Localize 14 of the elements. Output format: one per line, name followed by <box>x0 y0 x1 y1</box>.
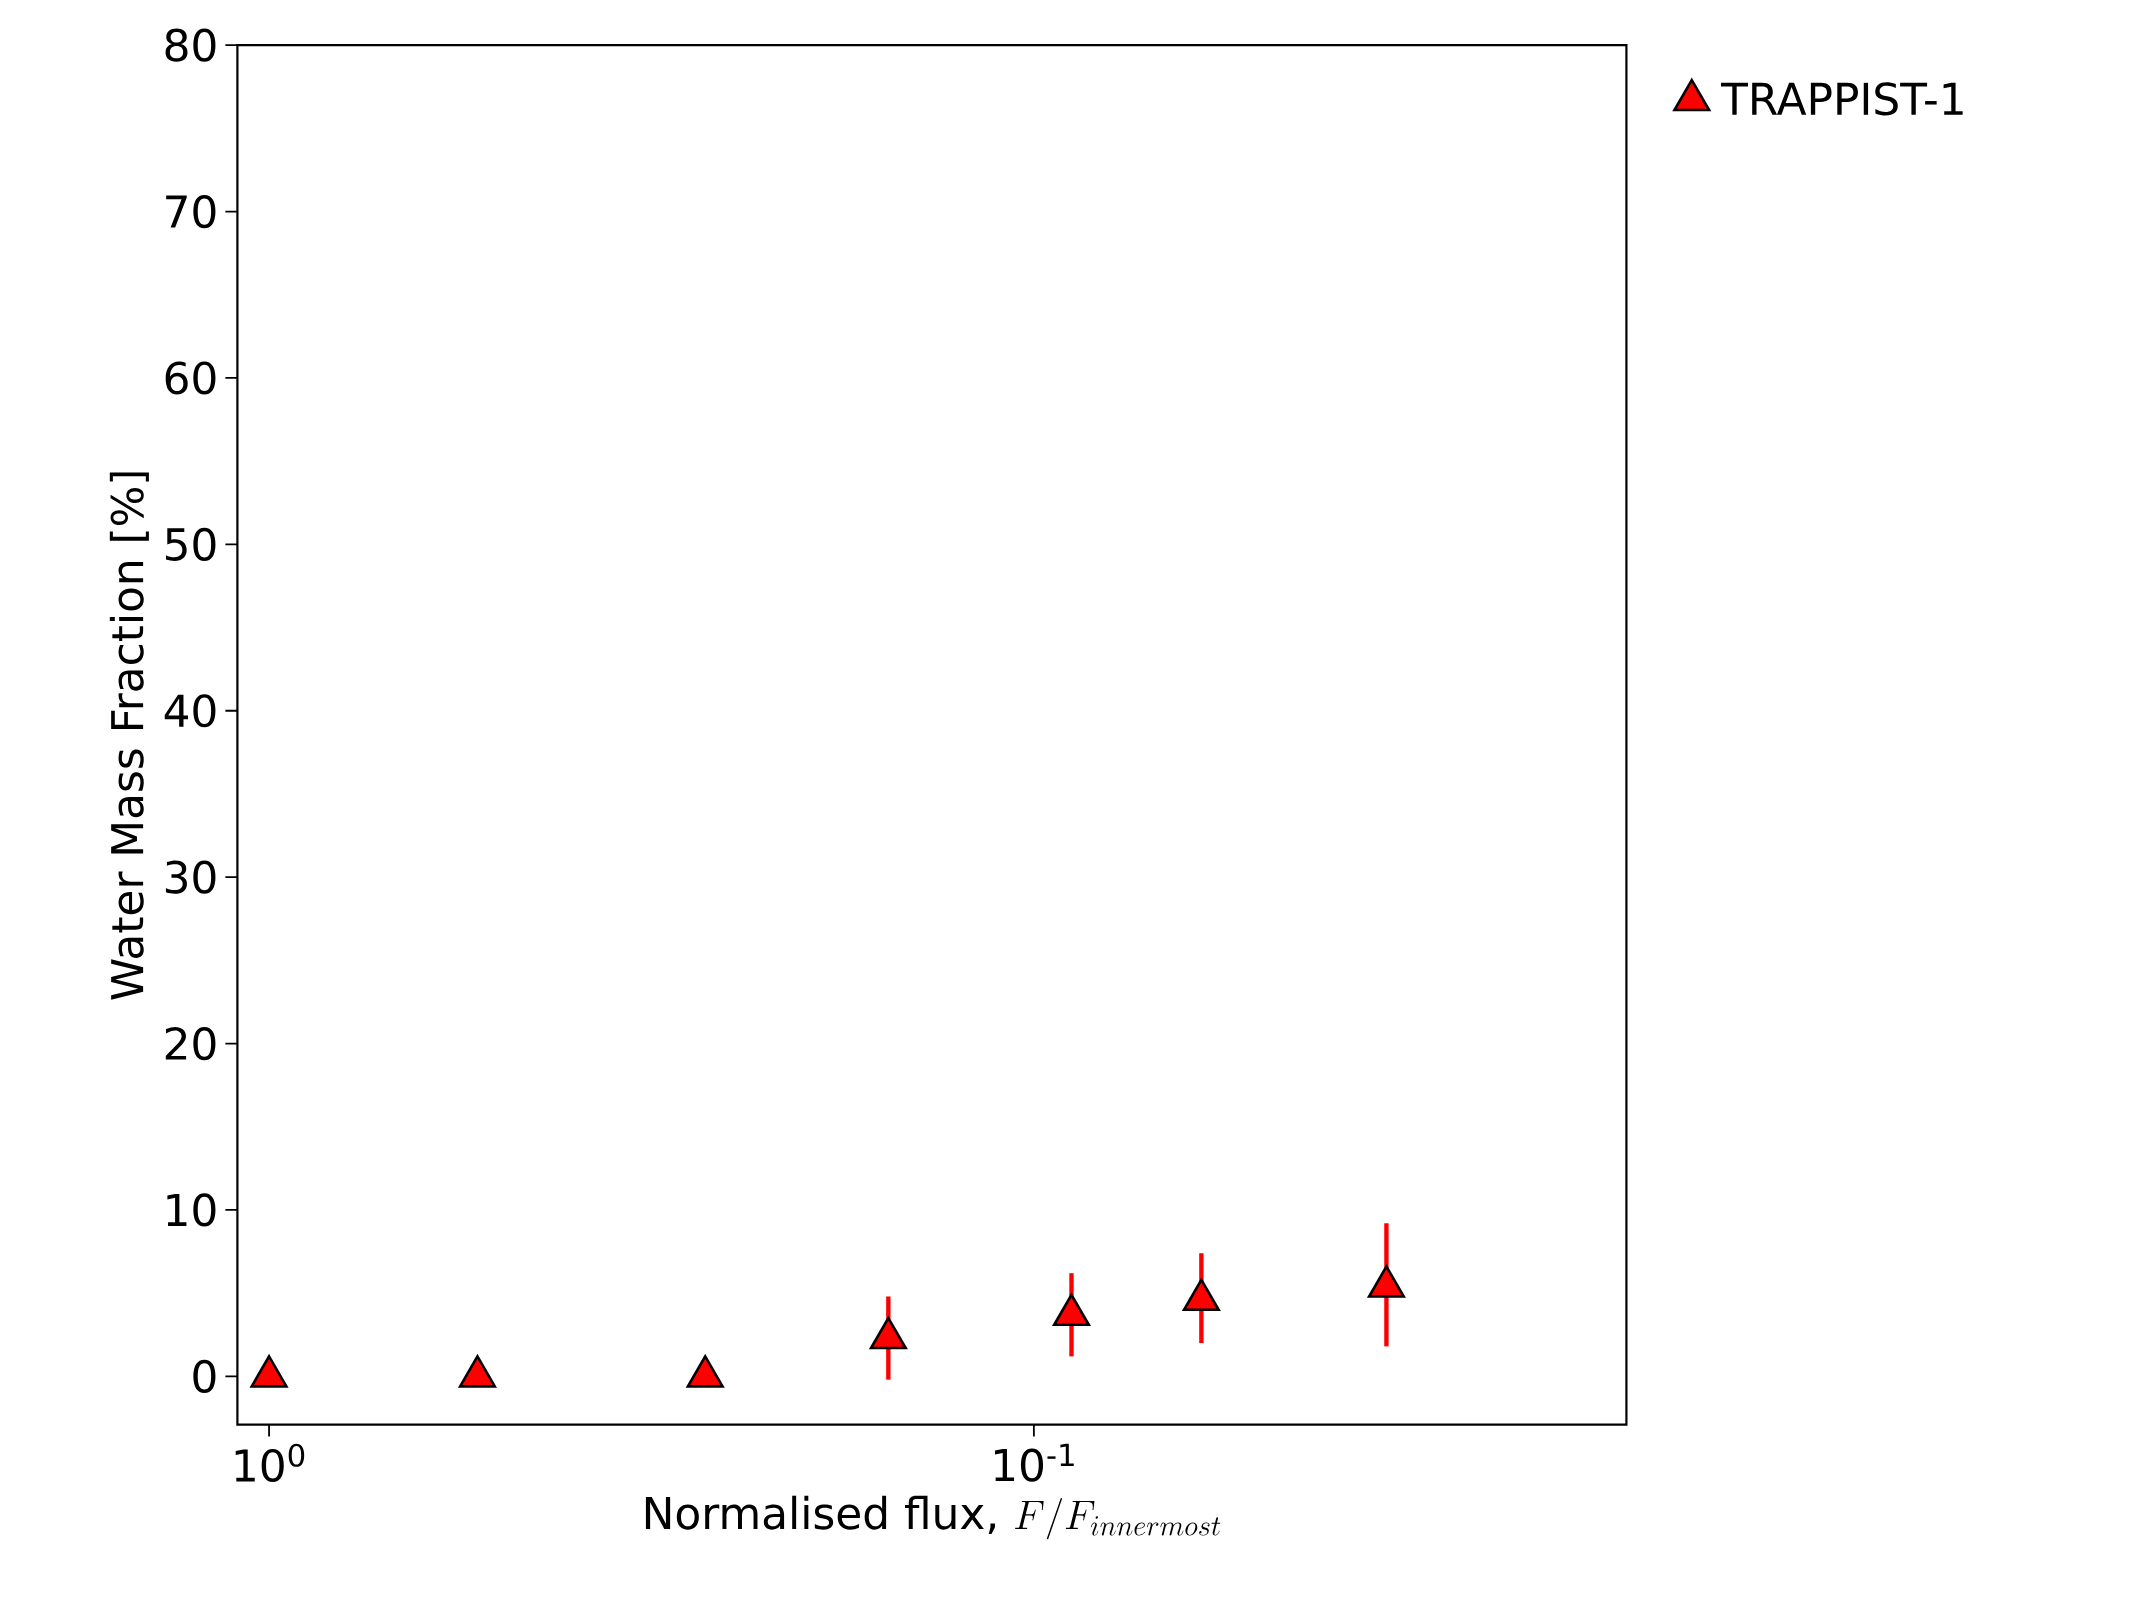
y-axis-title: Water Mass Fraction [%] <box>109 472 149 1000</box>
y-tick-label: 10 <box>167 1193 216 1227</box>
x-tick-label: 10$^{0}$ <box>235 1443 305 1483</box>
x-axis-title: $\mbox{Normalised flux, }F/F_{innermost}$ <box>645 1495 1221 1540</box>
y-tick-label: 70 <box>166 195 216 229</box>
x-tick-label: 10$^{-1}$ <box>995 1443 1074 1482</box>
y-tick-label: 30 <box>165 860 216 894</box>
y-tick-label: 60 <box>165 361 216 395</box>
y-tick-label: 20 <box>165 1026 216 1061</box>
y-tick-label: 80 <box>165 28 216 62</box>
y-tick-label: 40 <box>164 694 216 728</box>
y-tick-label: 0 <box>193 1359 216 1393</box>
legend-label: TRAPPIST-1 <box>1720 82 1963 116</box>
y-tick-label: 50 <box>165 527 216 561</box>
